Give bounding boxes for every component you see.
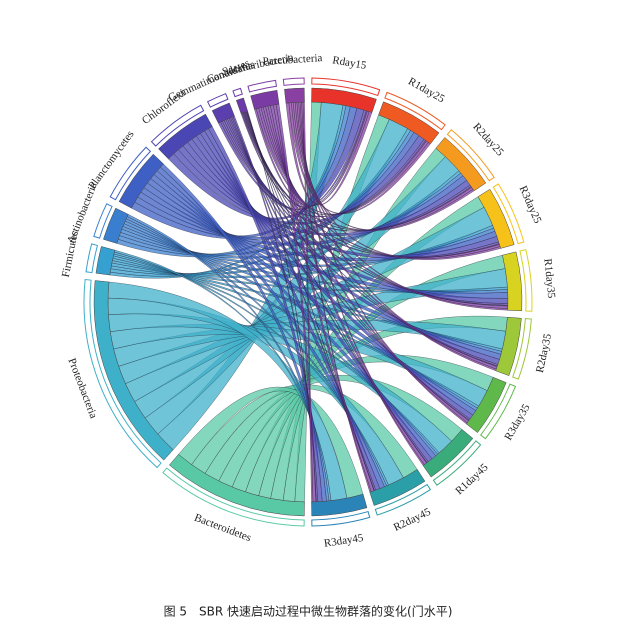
phylum-ring <box>232 87 243 98</box>
sample-arc <box>311 87 377 113</box>
sample-arc <box>369 469 426 506</box>
sample-ring <box>492 183 525 245</box>
segment-label: R3day25 <box>517 184 544 226</box>
phylum-arc <box>103 207 129 244</box>
segment-label: Rday15 <box>331 54 367 72</box>
sample-arc <box>466 376 507 433</box>
sample-ring <box>374 483 432 516</box>
phylum-arc <box>118 153 164 209</box>
segment-label: R1day35 <box>541 258 557 299</box>
segment-label: R3day45 <box>323 532 365 550</box>
segment-label: R2day45 <box>392 506 433 534</box>
phylum-ring <box>162 467 305 527</box>
sample-ring <box>311 510 371 527</box>
phylum-ring <box>247 79 278 93</box>
sample-arc <box>378 101 440 145</box>
phylum-arc <box>93 280 174 461</box>
sample-arc <box>477 188 515 249</box>
segment-label: R1day25 <box>406 75 447 105</box>
ribbons <box>107 101 509 503</box>
segment-label: Proteobacteria <box>65 357 99 421</box>
segment-label: R1day45 <box>453 461 491 497</box>
sample-ring <box>384 91 446 131</box>
sample-ring <box>512 318 532 380</box>
phylum-ring <box>83 279 162 469</box>
segment-label: Parcubacteria <box>262 52 323 68</box>
segment-label: R2day35 <box>534 332 554 374</box>
segment-label: R3day35 <box>502 402 532 443</box>
caption: 图 5 SBR 快速启动过程中微生物群落的变化(门水平) <box>164 604 453 619</box>
phylum-arc <box>95 246 116 276</box>
segment-label: Planctomycetes <box>86 129 136 192</box>
phylum-ring <box>85 243 99 274</box>
phylum-arc <box>158 113 213 160</box>
sample-ring <box>480 383 517 440</box>
phylum-arc <box>284 87 305 104</box>
sample-ring <box>519 248 533 312</box>
sample-ring <box>432 440 482 486</box>
sample-arc <box>495 316 522 376</box>
sample-arc <box>311 493 368 517</box>
sample-arc <box>502 251 523 312</box>
sample-ring <box>446 129 495 182</box>
phylum-ring <box>206 93 229 108</box>
phylum-ring <box>93 203 113 239</box>
sample-arc <box>435 137 487 192</box>
phylum-ring <box>150 104 205 147</box>
sample-ring <box>311 77 381 97</box>
phylum-ring <box>282 77 305 86</box>
phylum-ring <box>109 146 152 201</box>
phylum-arc <box>169 454 305 517</box>
phylum-arc <box>235 97 249 114</box>
sample-arc <box>422 429 474 478</box>
phylum-arc <box>250 89 280 110</box>
phylum-arc <box>211 102 235 124</box>
